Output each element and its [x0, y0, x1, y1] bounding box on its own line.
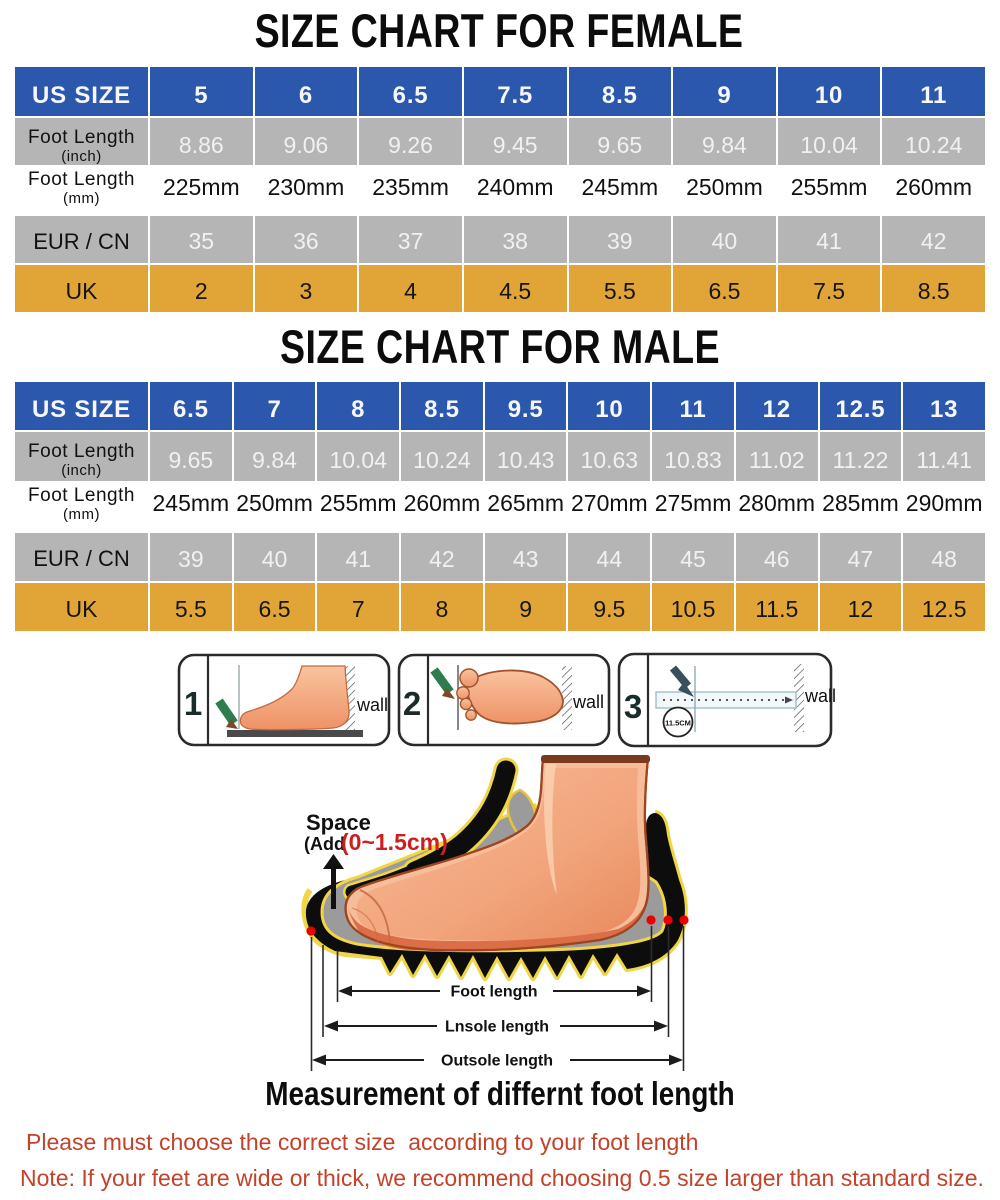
svg-text:(0~1.5cm): (0~1.5cm) [341, 829, 448, 855]
svg-text:Space: Space [306, 810, 371, 835]
svg-text:11.5CM: 11.5CM [665, 719, 691, 728]
svg-text:Lnsole length: Lnsole length [445, 1019, 549, 1036]
svg-text:(Add: (Add [304, 834, 345, 854]
svg-text:2: 2 [403, 685, 421, 722]
svg-text:wall: wall [572, 692, 604, 712]
svg-text:3: 3 [624, 688, 642, 725]
svg-text:wall: wall [356, 695, 388, 715]
svg-text:Foot length: Foot length [450, 984, 537, 1001]
svg-text:wall: wall [804, 686, 836, 706]
svg-text:Outsole length: Outsole length [441, 1053, 553, 1070]
svg-text:1: 1 [184, 685, 202, 722]
